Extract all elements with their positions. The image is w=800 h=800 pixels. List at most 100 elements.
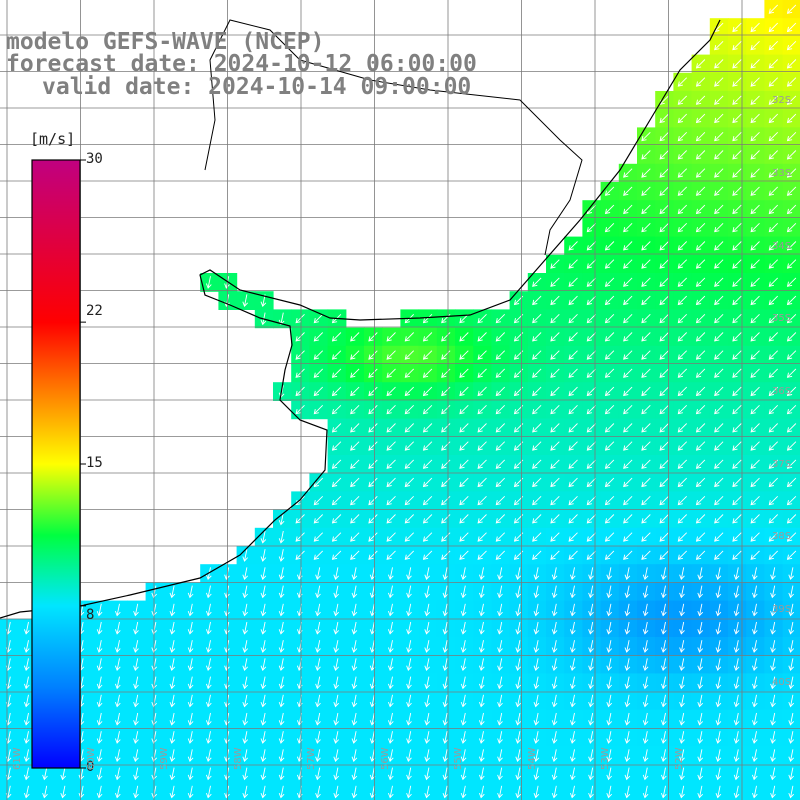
wind-arrow [624,731,631,744]
wind-arrow [351,712,358,726]
wind-arrow [677,113,688,124]
wind-arrow [313,550,324,560]
wind-arrow [533,694,540,708]
wind-arrow [586,332,597,342]
wind-arrow [114,603,121,617]
wind-arrow [295,514,305,524]
wind-arrow [478,694,485,708]
wind-arrow [424,658,431,672]
wind-arrow [333,731,340,744]
wind-arrow [422,368,433,378]
wind-arrow [750,441,760,451]
wind-arrow [404,550,415,560]
wind-arrows [5,4,797,799]
wind-arrow [768,40,779,51]
wind-arrow [697,621,704,635]
wind-arrow [495,350,506,360]
wind-arrow [278,694,285,708]
wind-arrow [422,550,433,560]
wind-arrow [460,603,467,617]
wind-arrow [768,423,779,433]
wind-arrow [368,441,378,451]
legend-tick-22: 22 [86,303,103,319]
wind-arrow [568,386,578,397]
wind-arrow [659,350,669,360]
wind-arrow [205,694,212,708]
wind-arrow [751,621,758,635]
wind-arrow [623,459,633,469]
wind-arrow [495,423,506,433]
wind-arrow [568,495,578,506]
wind-arrow [697,731,704,744]
wind-arrow [695,404,706,415]
wind-arrow [641,550,651,560]
wind-arrow [550,404,560,415]
wind-arrow [333,785,340,799]
lon-label-61w: 61W [12,747,23,770]
wind-arrow [351,785,358,799]
wind-arrow [641,313,651,324]
wind-arrow [751,567,758,581]
wind-arrow [533,567,540,581]
wind-arrow [569,767,576,781]
wind-arrow [642,585,649,599]
wind-arrow [42,785,48,799]
wind-arrow [586,241,597,251]
wind-arrow [786,386,797,397]
wind-arrow [260,731,267,744]
wind-arrow [242,603,249,617]
wind-arrow [604,241,615,251]
wind-arrow [313,386,324,397]
wind-arrow [714,277,724,287]
wind-arrow [515,621,522,635]
wind-arrow [642,640,649,653]
wind-arrow [114,640,121,653]
wind-arrow [515,603,522,617]
wind-arrow [478,585,485,599]
wind-arrow [586,295,597,306]
wind-arrow [350,332,360,342]
wind-arrow [568,368,578,378]
wind-arrow [422,477,433,488]
wind-arrow [533,767,540,781]
wind-arrow [477,404,487,415]
wind-arrow [659,495,669,506]
wind-arrow [641,459,651,469]
coastline [0,19,721,619]
wind-arrow [623,495,633,506]
wind-arrow [751,749,758,763]
wind-arrow [331,404,342,415]
wind-arrow [550,495,560,506]
lat-label-39s: 39S [772,604,792,615]
wind-arrow [386,477,396,488]
wind-arrow [333,767,340,781]
wind-arrow [714,386,724,397]
wind-arrow [497,567,503,581]
wind-arrow [368,459,378,469]
lon-label-60w: 60W [86,747,97,770]
wind-arrow [387,640,394,653]
wind-arrow [551,621,558,635]
wind-arrow [477,514,487,524]
wind-arrow [586,423,597,433]
wind-arrow [715,640,722,653]
wind-arrow [677,514,688,524]
wind-arrow [532,386,542,397]
wind-arrow [750,131,760,142]
wind-arrow [424,585,431,599]
wind-arrow [477,477,487,488]
wind-arrow [205,621,212,635]
wind-arrow [532,404,542,415]
wind-arrow [568,550,578,560]
wind-arrow [331,368,342,378]
wind-arrow [659,532,669,542]
wind-arrow [695,77,706,87]
wind-arrow [588,712,594,726]
wind-arrow [477,332,487,342]
wind-arrow [732,77,742,87]
wind-arrow [604,550,615,560]
wind-arrow [533,658,540,672]
wind-arrow [768,222,779,233]
wind-arrow [732,386,742,397]
wind-arrow [695,459,706,469]
